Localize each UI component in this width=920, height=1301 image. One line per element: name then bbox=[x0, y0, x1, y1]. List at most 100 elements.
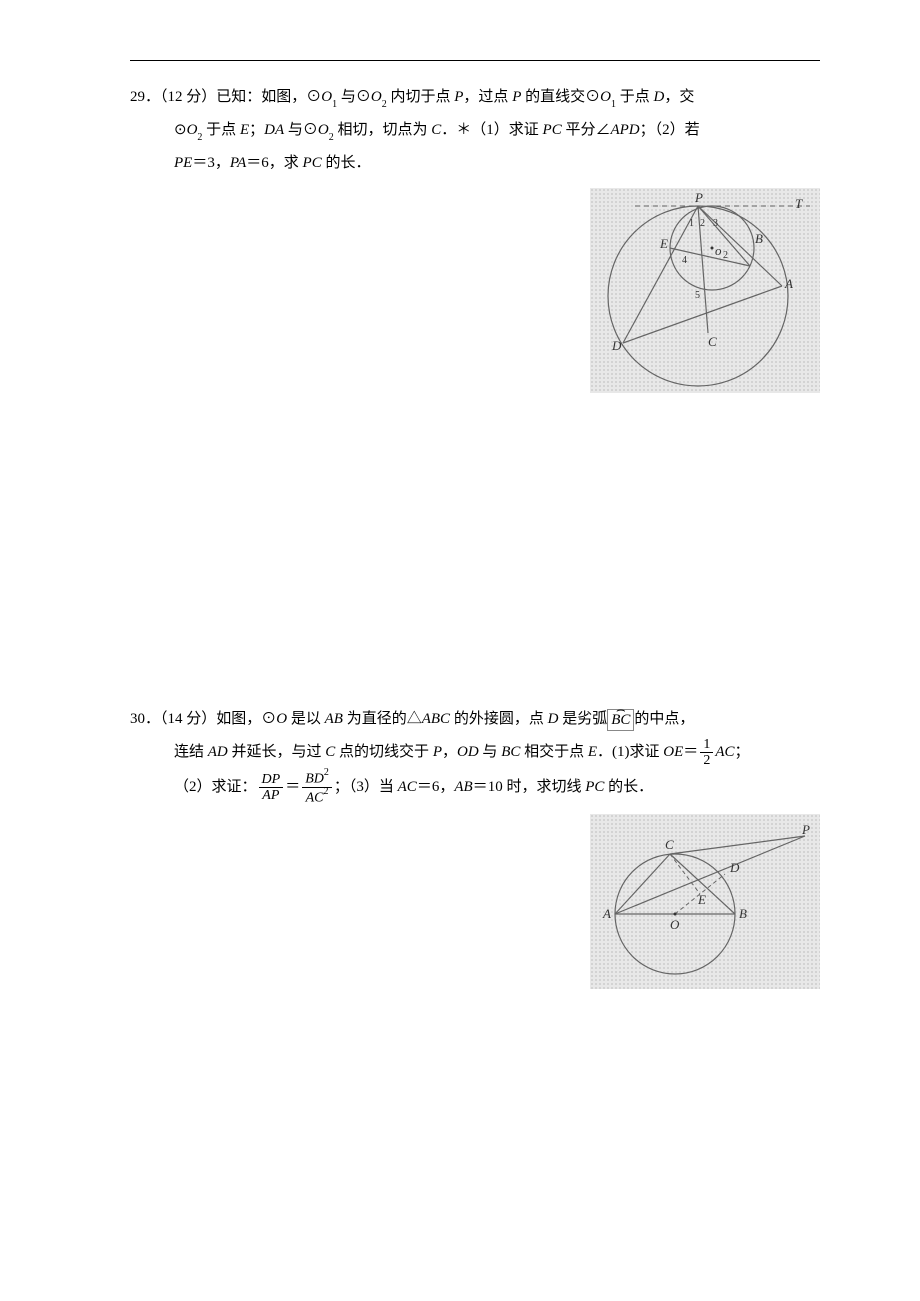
den: 2 bbox=[700, 753, 713, 768]
lbl-O: O bbox=[670, 917, 680, 932]
v-DA: DA bbox=[264, 122, 284, 138]
t: ，求 bbox=[269, 155, 303, 171]
lbl-P: P bbox=[694, 190, 703, 205]
v-C: C bbox=[431, 122, 441, 138]
lbl-T: T bbox=[795, 196, 803, 211]
den: AP bbox=[259, 788, 284, 803]
num: DP bbox=[259, 772, 284, 788]
page-divider bbox=[130, 60, 820, 61]
den: AC2 bbox=[302, 788, 332, 806]
v-APD: APD bbox=[610, 122, 639, 138]
t: 点的切线交于 bbox=[335, 744, 433, 760]
lbl-4: 4 bbox=[682, 255, 687, 266]
lbl-E: E bbox=[659, 236, 668, 251]
val: 10 bbox=[488, 779, 503, 795]
t: ＝ bbox=[192, 155, 207, 171]
figure-30-wrap: P C D A E B O bbox=[590, 814, 820, 989]
problem-29: 29．（12 分）已知：如图，⊙O1 与⊙O2 内切于点 P，过点 P 的直线交… bbox=[130, 81, 820, 403]
d: AC bbox=[306, 791, 324, 806]
t: 时，求切线 bbox=[503, 779, 586, 795]
frac-DP-AP: DPAP bbox=[259, 772, 284, 804]
v-PA: PA bbox=[230, 155, 246, 171]
t: 分）已知：如图，⊙ bbox=[183, 89, 322, 105]
s: 2 bbox=[323, 786, 328, 797]
figure-29: P T B E o 2 A D C 1 2 3 4 5 bbox=[590, 188, 820, 393]
t: ；（3）当 bbox=[334, 779, 398, 795]
t: 连结 bbox=[174, 744, 208, 760]
t: 为直径的△ bbox=[343, 711, 422, 727]
v-AB: AB bbox=[454, 779, 472, 795]
lbl-2: 2 bbox=[700, 218, 705, 229]
s: 1 bbox=[332, 99, 337, 110]
t: ，交 bbox=[664, 89, 694, 105]
val: 6 bbox=[261, 155, 269, 171]
t: ， bbox=[215, 155, 230, 171]
v-PE: PE bbox=[174, 155, 192, 171]
lbl-B: B bbox=[755, 231, 763, 246]
v-OE: OE bbox=[663, 744, 683, 760]
t: 内切于点 bbox=[387, 89, 455, 105]
lbl-B: B bbox=[739, 906, 747, 921]
lbl-O2s: 2 bbox=[723, 250, 728, 261]
v-E: E bbox=[240, 122, 249, 138]
t: ＝ bbox=[417, 779, 432, 795]
t: ⊙ bbox=[174, 122, 187, 138]
t: ．(1)求证 bbox=[597, 744, 663, 760]
lbl-C: C bbox=[665, 837, 674, 852]
v-E: E bbox=[588, 744, 597, 760]
eq: ＝ bbox=[285, 779, 300, 795]
t: ．＊（1）求证 bbox=[441, 122, 542, 138]
v-PC: PC bbox=[303, 155, 322, 171]
q29-pts: 12 bbox=[168, 89, 183, 105]
v-D: D bbox=[653, 89, 664, 105]
t: ；（2）若 bbox=[640, 122, 700, 138]
q30-num: 30 bbox=[130, 711, 145, 727]
t: 与⊙ bbox=[284, 122, 318, 138]
v-O: O bbox=[276, 711, 287, 727]
frac-BD2-AC2: BD2AC2 bbox=[302, 769, 332, 806]
t: 于点 bbox=[202, 122, 240, 138]
v-O1: O bbox=[321, 89, 332, 105]
fig30-svg: P C D A E B O bbox=[590, 814, 820, 989]
t: 的长． bbox=[322, 155, 371, 171]
v-AD: AD bbox=[208, 744, 228, 760]
v-AC: AC bbox=[398, 779, 417, 795]
v-O1: O bbox=[600, 89, 611, 105]
v-C: C bbox=[325, 744, 335, 760]
t: （2）求证： bbox=[174, 779, 257, 795]
lbl-P: P bbox=[801, 822, 810, 837]
t: ； bbox=[249, 122, 264, 138]
n: BD bbox=[305, 772, 324, 787]
s: 1 bbox=[611, 99, 616, 110]
t: ．（ bbox=[145, 89, 168, 105]
t: 的中点， bbox=[634, 711, 694, 727]
lbl-D: D bbox=[729, 860, 740, 875]
v-AB: AB bbox=[325, 711, 343, 727]
spacer bbox=[130, 443, 820, 703]
frac-half: 12 bbox=[700, 737, 713, 769]
v-OD: OD bbox=[457, 744, 479, 760]
v-P: P bbox=[512, 89, 521, 105]
s: 2 bbox=[197, 132, 202, 143]
lbl-A: A bbox=[602, 906, 611, 921]
t: ＝ bbox=[473, 779, 488, 795]
v-D: D bbox=[548, 711, 559, 727]
problem-30-text: 30．（14 分）如图，⊙O 是以 AB 为直径的△ABC 的外接圆，点 D 是… bbox=[130, 703, 820, 806]
lbl-E: E bbox=[697, 892, 706, 907]
lbl-3: 3 bbox=[713, 218, 718, 229]
t: 与 bbox=[479, 744, 502, 760]
t: ＝ bbox=[246, 155, 261, 171]
val: 3 bbox=[207, 155, 215, 171]
lbl-A: A bbox=[784, 276, 793, 291]
t: ．（ bbox=[145, 711, 168, 727]
v-PC: PC bbox=[543, 122, 562, 138]
fig29-svg: P T B E o 2 A D C 1 2 3 4 5 bbox=[590, 188, 820, 393]
s: 2 bbox=[324, 767, 329, 778]
t: 相交于点 bbox=[520, 744, 588, 760]
lbl-C: C bbox=[708, 334, 717, 349]
t: 平分∠ bbox=[562, 122, 611, 138]
t: 的长． bbox=[604, 779, 653, 795]
lbl-D: D bbox=[611, 338, 622, 353]
problem-30: 30．（14 分）如图，⊙O 是以 AB 为直径的△ABC 的外接圆，点 D 是… bbox=[130, 703, 820, 999]
t: ＝ bbox=[683, 744, 698, 760]
